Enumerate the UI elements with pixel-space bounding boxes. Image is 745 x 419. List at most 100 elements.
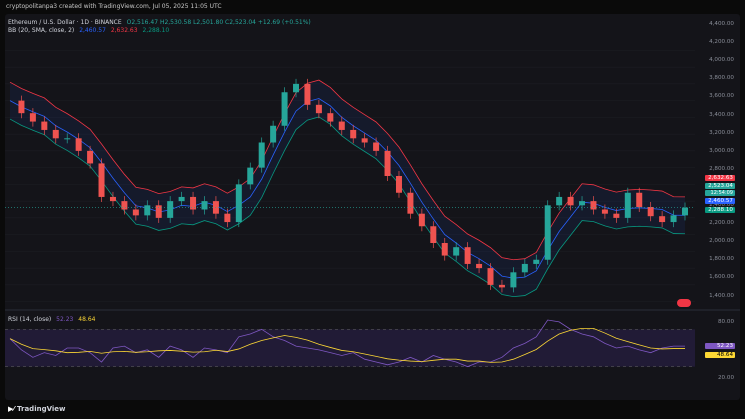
price-axis-label: 1,800.00: [709, 256, 734, 263]
candle-body: [636, 192, 643, 207]
candle-body: [430, 226, 437, 243]
price-axis-label: 2,400.00: [709, 202, 734, 208]
price-axis-label: 3,600.00: [709, 93, 734, 100]
candle-body: [338, 121, 345, 130]
candle-body: [201, 201, 208, 210]
candle-body: [315, 104, 322, 114]
rsi-axis-80: 80.00: [717, 319, 734, 325]
bb-legend[interactable]: BB (20, SMA, close, 2) 2,460.57 2,632.63…: [8, 27, 172, 34]
symbol-header: Ethereum / U.S. Dollar · 1D · BINANCE O2…: [8, 19, 314, 26]
candle-body: [121, 201, 128, 210]
bb-mid-value: 2,460.57: [79, 27, 106, 34]
price-tag-countdown: 12:54:09: [705, 190, 735, 196]
chart-panel[interactable]: Ethereum / U.S. Dollar · 1D · BINANCE O2…: [5, 14, 740, 400]
candle-body: [579, 201, 586, 206]
candle-body: [601, 209, 608, 214]
price-chart[interactable]: [5, 14, 740, 400]
candle-body: [75, 138, 82, 151]
candle-body: [453, 247, 460, 256]
candle-body: [29, 113, 36, 122]
candle-body: [624, 192, 631, 218]
candle-body: [41, 121, 48, 130]
candle-body: [247, 167, 254, 185]
symbol-title: Ethereum / U.S. Dollar · 1D · BINANCE: [8, 19, 122, 26]
candle-body: [487, 268, 494, 285]
bb-fill: [10, 80, 685, 297]
candle-body: [350, 129, 357, 139]
price-axis-label: 1,400.00: [709, 292, 734, 299]
price-tag-upper: 2,632.63: [705, 175, 735, 181]
candle-body: [613, 213, 620, 218]
candle-body: [235, 184, 242, 223]
price-axis-label: 2,800.00: [709, 165, 734, 172]
candle-body: [293, 83, 300, 93]
candle-body: [476, 263, 483, 269]
candle-body: [64, 138, 71, 140]
price-axis-label: 2,200.00: [709, 220, 734, 227]
candle-body: [327, 113, 334, 122]
ohlc-values: O2,516.47 H2,530.58 L2,501.80 C2,523.04 …: [126, 19, 311, 26]
candle-body: [87, 150, 94, 164]
price-axis-label: 4,200.00: [709, 39, 734, 46]
candle-body: [373, 142, 380, 151]
candle-body: [659, 216, 666, 223]
candle-body: [498, 284, 505, 288]
top-caption: cryptopolitanpa3 created with TradingVie…: [6, 3, 222, 10]
candle-body: [384, 150, 391, 176]
candle-body: [304, 83, 311, 105]
flag-icon[interactable]: [677, 299, 691, 307]
candle-body: [190, 196, 197, 210]
bb-label: BB (20, SMA, close, 2): [8, 27, 75, 34]
rsi-axis-20: 20.00: [717, 375, 734, 381]
candle-body: [567, 196, 574, 206]
candle-body: [224, 213, 231, 223]
price-axis-label: 3,400.00: [709, 111, 734, 118]
price-tag-lower: 2,288.10: [705, 207, 735, 213]
rsi-tag-ma: 48.64: [705, 352, 735, 358]
candle-body: [510, 272, 517, 288]
candle-body: [533, 259, 540, 264]
price-axis-label: 1,600.00: [709, 274, 734, 281]
candle-body: [52, 129, 59, 139]
candle-body: [407, 192, 414, 214]
bb-upper-value: 2,632.63: [110, 27, 138, 34]
rsi-ma-value: 48.64: [78, 316, 96, 323]
candle-body: [418, 213, 425, 227]
price-axis-label: 3,000.00: [709, 147, 734, 154]
candle-body: [132, 209, 139, 216]
candle-body: [556, 196, 563, 206]
price-axis-label: 4,000.00: [709, 57, 734, 64]
tradingview-logo[interactable]: ▶⁄ TradingView: [8, 405, 66, 413]
candle-body: [258, 142, 265, 168]
candle-body: [464, 247, 471, 264]
candle-body: [167, 201, 174, 218]
rsi-ma-line: [9, 327, 685, 363]
candle-body: [647, 206, 654, 217]
bb-lower-value: 2,288.10: [142, 27, 170, 34]
candle-body: [682, 207, 688, 216]
candle-body: [544, 205, 551, 260]
candle-body: [590, 201, 597, 210]
price-axis-label: 3,200.00: [709, 129, 734, 136]
candle-body: [521, 263, 528, 273]
candle-body: [670, 215, 677, 223]
candle-body: [18, 100, 25, 114]
candle-body: [441, 243, 448, 256]
price-tag-basis: 2,460.57: [705, 198, 735, 204]
rsi-value: 52.23: [56, 316, 74, 323]
rsi-tag-value: 52.23: [705, 343, 735, 349]
rsi-band: [5, 329, 695, 367]
candle-body: [98, 163, 105, 197]
bb-upper-line: [9, 79, 686, 261]
candle-body: [270, 125, 277, 143]
price-axis-label: 2,000.00: [709, 238, 734, 245]
candle-body: [361, 138, 368, 143]
candle-body: [144, 205, 151, 216]
rsi-legend[interactable]: RSI (14, close) 52.23 48.64: [8, 316, 98, 323]
candle-body: [155, 205, 162, 218]
price-axis-label: 3,800.00: [709, 75, 734, 82]
candle-body: [109, 196, 116, 202]
price-axis-label: 4,400.00: [709, 21, 734, 27]
candle-body: [281, 92, 288, 126]
